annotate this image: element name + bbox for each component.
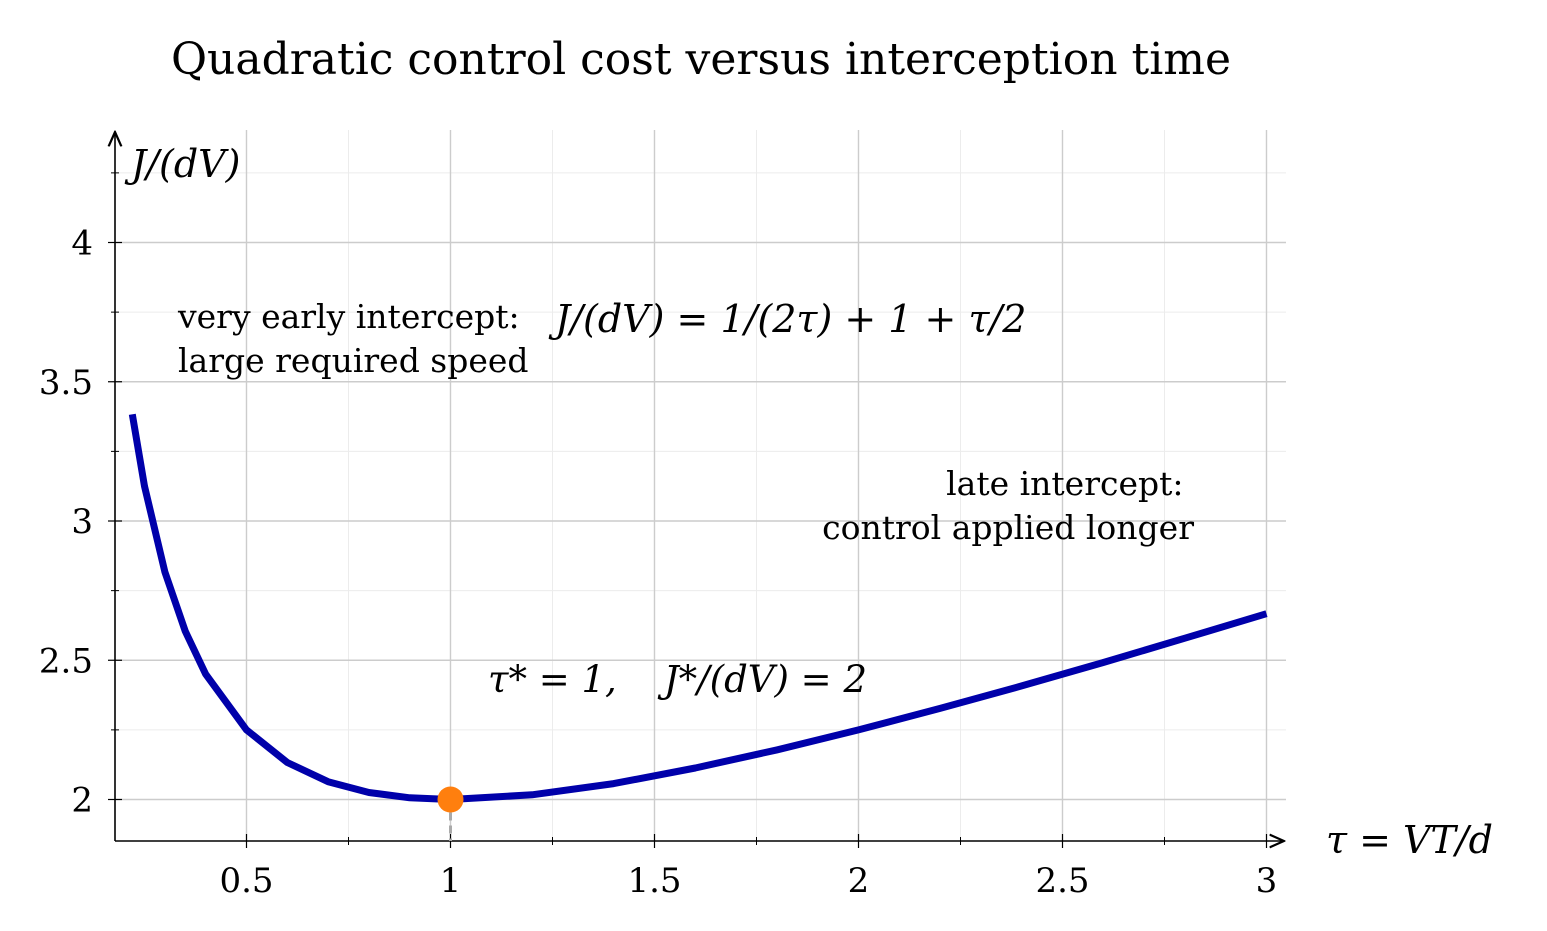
late-annotation-line1: late intercept: xyxy=(946,464,1183,503)
x-tick-label: 1.5 xyxy=(627,861,681,901)
x-tick-label: 2.5 xyxy=(1035,861,1089,901)
x-tick-label: 3 xyxy=(1256,861,1278,901)
formula-annotation: J/(dV) = 1/(2τ) + 1 + τ/2 xyxy=(548,297,1026,341)
x-tick-label: 0.5 xyxy=(219,861,273,901)
major-grid xyxy=(115,130,1286,841)
minimum-marker xyxy=(437,786,464,813)
late-annotation: late intercept: control applied longer xyxy=(822,464,1194,547)
tick-labels: 0.5 1 1.5 2 2.5 3 2 2.5 3 3.5 4 xyxy=(39,224,1277,902)
x-axis-label: τ = VT/d xyxy=(1326,818,1493,862)
y-tick-label: 3.5 xyxy=(39,363,93,403)
y-tick-label: 2.5 xyxy=(39,641,93,681)
optimum-annotation: τ* = 1, J*/(dV) = 2 xyxy=(488,658,867,701)
early-annotation: very early intercept: large required spe… xyxy=(177,297,530,380)
late-annotation-line2: control applied longer xyxy=(822,508,1194,547)
chart-title: Quadratic control cost versus intercepti… xyxy=(171,34,1231,85)
y-tick-label: 3 xyxy=(71,502,93,542)
x-tick-label: 1 xyxy=(440,861,462,901)
y-tick-label: 4 xyxy=(71,224,93,264)
y-tick-label: 2 xyxy=(71,781,93,821)
x-tick-label: 2 xyxy=(848,861,870,901)
y-axis-label: J/(dV) xyxy=(124,142,240,186)
early-annotation-line2: large required speed xyxy=(178,341,529,380)
early-annotation-line1: very early intercept: xyxy=(177,297,520,336)
minor-grid xyxy=(115,130,1286,841)
